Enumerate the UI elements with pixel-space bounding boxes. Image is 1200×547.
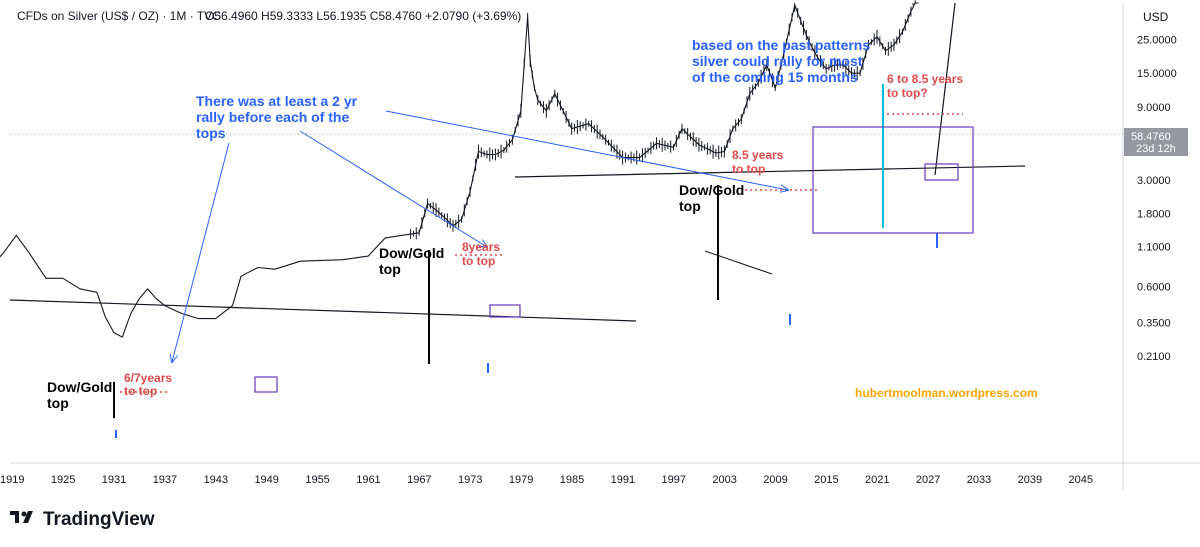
svg-text:to top?: to top?	[887, 86, 928, 100]
time-tick-label: 2039	[1018, 474, 1042, 486]
svg-text:to top: to top	[732, 162, 765, 176]
time-tick-label: 2045	[1069, 474, 1093, 486]
arrow-to-1973[interactable]	[299, 130, 487, 247]
price-tick-label: 15.0000	[1137, 68, 1177, 80]
tradingview-logo-icon	[10, 511, 33, 523]
svg-text:top: top	[47, 395, 69, 411]
svg-text:tops: tops	[196, 125, 226, 141]
dow-gold-label-2[interactable]: Dow/Gold top	[379, 245, 444, 277]
downtrend-line-2003[interactable]	[704, 250, 773, 275]
svg-text:Dow/Gold: Dow/Gold	[679, 182, 744, 198]
silver-price-series	[0, 2, 919, 338]
rally-note[interactable]: There was at least a 2 yr rally before e…	[196, 93, 358, 141]
svg-text:There was at least a 2 yr: There was at least a 2 yr	[196, 93, 358, 109]
time-tick-label: 2021	[865, 474, 889, 486]
time-tick-label: 2009	[763, 474, 787, 486]
long-trendline-1[interactable]	[9, 299, 637, 322]
time-tick-label: 2015	[814, 474, 838, 486]
blue-marker-4	[936, 233, 938, 248]
price-tick-label: 1.1000	[1137, 241, 1171, 253]
symbol-title[interactable]: CFDs on Silver (US$ / OZ) · 1M · TVC	[17, 9, 221, 23]
time-tick-label: 1985	[560, 474, 584, 486]
blue-marker-3	[789, 314, 791, 325]
box-2024[interactable]	[924, 163, 959, 181]
tradingview-logo[interactable]: TradingView	[10, 509, 155, 530]
svg-text:top: top	[379, 261, 401, 277]
time-axis[interactable]: 1919 1925 1931 1937 1943 1949 1955 1961 1967 1973…	[0, 474, 1093, 486]
arrow-to-2008[interactable]	[385, 110, 788, 190]
blue-marker-2	[487, 363, 489, 373]
svg-text:Dow/Gold: Dow/Gold	[47, 379, 112, 395]
price-tick-label: 25.0000	[1137, 34, 1177, 46]
years-label-3[interactable]: 8.5 years to top	[732, 148, 784, 176]
parabolic-projection-line[interactable]	[934, 2, 956, 176]
box-1947[interactable]	[254, 376, 278, 393]
price-tick-label: 0.3500	[1137, 317, 1171, 329]
future-note[interactable]: based on the past patterns silver could …	[692, 37, 870, 85]
price-tick-label: 3.0000	[1137, 175, 1171, 187]
arrow-to-1936[interactable]	[172, 142, 230, 362]
price-axis[interactable]: 300.0000210.0000130.000080.000025.000015…	[1137, 0, 1183, 363]
price-tick-label: 1.8000	[1137, 209, 1171, 221]
time-tick-label: 2003	[712, 474, 736, 486]
svg-text:of the coming 15 months: of the coming 15 months	[692, 69, 858, 85]
price-tick-label: 9.0000	[1137, 102, 1171, 114]
time-tick-label: 1937	[153, 474, 177, 486]
time-tick-label: 1931	[102, 474, 126, 486]
time-tick-label: 1979	[509, 474, 533, 486]
time-tick-label: 1955	[305, 474, 329, 486]
box-2010-2025[interactable]	[812, 126, 974, 234]
time-tick-label: 1991	[611, 474, 635, 486]
currency-label: USD	[1143, 10, 1169, 24]
price-tick-label: 0.6000	[1137, 282, 1171, 294]
dow-gold-label-3[interactable]: Dow/Gold top	[679, 182, 744, 214]
blue-marker-1	[115, 430, 117, 438]
time-tick-label: 1925	[51, 474, 75, 486]
time-tick-label: 1961	[356, 474, 380, 486]
svg-text:8.5 years: 8.5 years	[732, 148, 784, 162]
watermark-text: hubertmoolman.wordpress.com	[855, 386, 1038, 400]
price-tick-label: 0.2100	[1137, 351, 1171, 363]
tradingview-logo-text: TradingView	[43, 509, 155, 530]
candle-marks	[410, 0, 916, 240]
long-trendline-2[interactable]	[514, 165, 1026, 178]
svg-text:8years: 8years	[462, 240, 500, 254]
currency-button[interactable]	[1131, 5, 1191, 27]
time-tick-label: 1919	[0, 474, 24, 486]
svg-text:to top: to top	[462, 254, 495, 268]
time-tick-label: 1943	[204, 474, 228, 486]
time-tick-label: 2033	[967, 474, 991, 486]
svg-text:top: top	[679, 198, 701, 214]
box-1973[interactable]	[489, 304, 521, 318]
time-tick-label: 1967	[407, 474, 431, 486]
dow-gold-label-1[interactable]: Dow/Gold top	[47, 379, 112, 411]
ohlc-readout: O56.4960 H59.3333 L56.1935 C58.4760 +2.0…	[205, 9, 521, 23]
time-tick-label: 1949	[254, 474, 278, 486]
svg-text:based on the past patterns: based on the past patterns	[692, 37, 870, 53]
last-price-value: 58.4760	[1131, 131, 1171, 143]
years-label-4[interactable]: 6 to 8.5 years to top?	[887, 72, 963, 100]
svg-text:Dow/Gold: Dow/Gold	[379, 245, 444, 261]
years-label-1[interactable]: 6/7years to top	[124, 371, 172, 398]
svg-text:6 to 8.5 years: 6 to 8.5 years	[887, 72, 963, 86]
svg-text:rally before each of the: rally before each of the	[196, 109, 349, 125]
years-label-2[interactable]: 8years to top	[462, 240, 500, 268]
svg-text:silver could rally for most: silver could rally for most	[692, 53, 863, 69]
last-price-badge	[1124, 128, 1188, 156]
time-tick-label: 1997	[661, 474, 685, 486]
bar-countdown: 23d 12h	[1136, 143, 1176, 155]
time-tick-label: 1973	[458, 474, 482, 486]
svg-text:to top: to top	[124, 384, 157, 398]
svg-text:6/7years: 6/7years	[124, 371, 172, 385]
time-tick-label: 2027	[916, 474, 940, 486]
